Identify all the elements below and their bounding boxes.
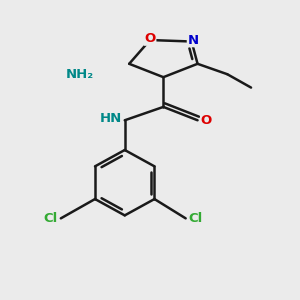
Text: N: N: [188, 34, 199, 46]
Text: NH₂: NH₂: [65, 68, 94, 81]
Text: Cl: Cl: [189, 212, 203, 225]
Text: Cl: Cl: [44, 212, 58, 225]
Text: HN: HN: [100, 112, 122, 125]
Text: O: O: [144, 32, 156, 45]
Text: O: O: [201, 114, 212, 127]
